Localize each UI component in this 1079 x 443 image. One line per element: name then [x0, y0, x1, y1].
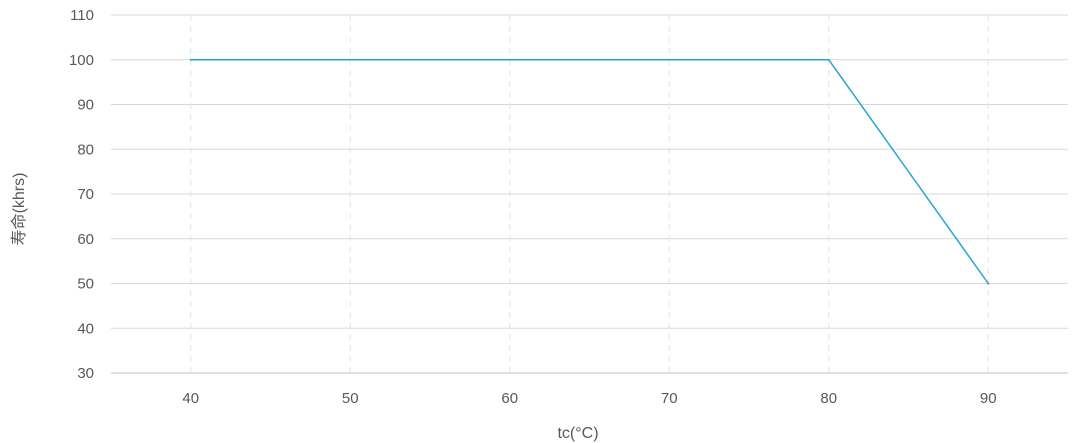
vertical-gridlines	[190, 15, 989, 373]
y-tick-label: 110	[70, 7, 94, 24]
y-tick-label: 60	[77, 231, 94, 248]
x-tick-label: 60	[501, 390, 518, 407]
x-tick-label: 40	[182, 390, 199, 407]
y-tick-label: 100	[69, 52, 94, 69]
y-axis-tick-labels: 30 40 50 60 70 80 90 100 110	[69, 7, 94, 382]
series-line	[190, 59, 989, 284]
x-axis-tick-labels: 40 50 60 70 80 90	[182, 390, 996, 407]
data-point	[827, 58, 830, 61]
series-group	[189, 58, 990, 285]
y-axis-title: 寿命(khrs)	[10, 173, 28, 246]
data-point	[189, 58, 192, 61]
x-tick-label: 50	[342, 390, 359, 407]
x-axis-title: tc(°C)	[557, 425, 598, 442]
y-tick-label: 30	[77, 365, 94, 382]
horizontal-gridlines	[111, 14, 1068, 374]
y-tick-label: 50	[77, 276, 94, 293]
y-tick-label: 80	[77, 141, 94, 158]
x-tick-label: 90	[980, 390, 997, 407]
x-tick-label: 70	[661, 390, 678, 407]
x-tick-label: 80	[820, 390, 837, 407]
y-tick-label: 40	[77, 320, 94, 337]
y-tick-label: 70	[77, 186, 94, 203]
y-tick-label: 90	[77, 97, 94, 114]
data-point	[987, 282, 990, 285]
